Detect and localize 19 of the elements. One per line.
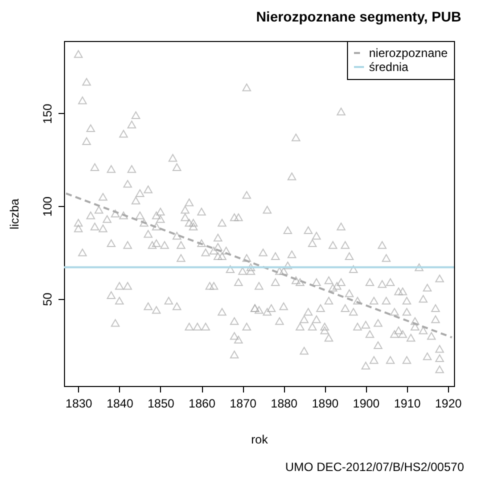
x-tick-label: 1870: [230, 396, 257, 410]
y-tick-label: 50: [40, 292, 54, 306]
x-tick-label: 1850: [148, 396, 175, 410]
chart-title: Nierozpoznane segmenty, PUB: [256, 8, 462, 24]
x-tick-label: 1840: [106, 396, 134, 410]
x-tick-label: 1880: [270, 396, 298, 410]
x-tick-label: 1920: [434, 396, 462, 410]
legend-label: nierozpoznane: [369, 46, 448, 60]
x-tick-label: 1900: [352, 396, 380, 410]
x-tick-label: 1910: [394, 396, 421, 410]
legend-label: średnia: [369, 60, 409, 74]
x-tick-label: 1860: [188, 396, 216, 410]
x-tick-label: 1890: [312, 396, 339, 410]
y-axis-title: liczba: [8, 198, 22, 230]
y-tick-label: 100: [40, 196, 54, 217]
y-tick-label: 150: [40, 104, 54, 124]
x-tick-label: 1830: [66, 396, 93, 410]
x-axis-title: rok: [251, 432, 269, 446]
text: UMO DEC-2012/07/B/HS2/00570: [285, 460, 464, 474]
